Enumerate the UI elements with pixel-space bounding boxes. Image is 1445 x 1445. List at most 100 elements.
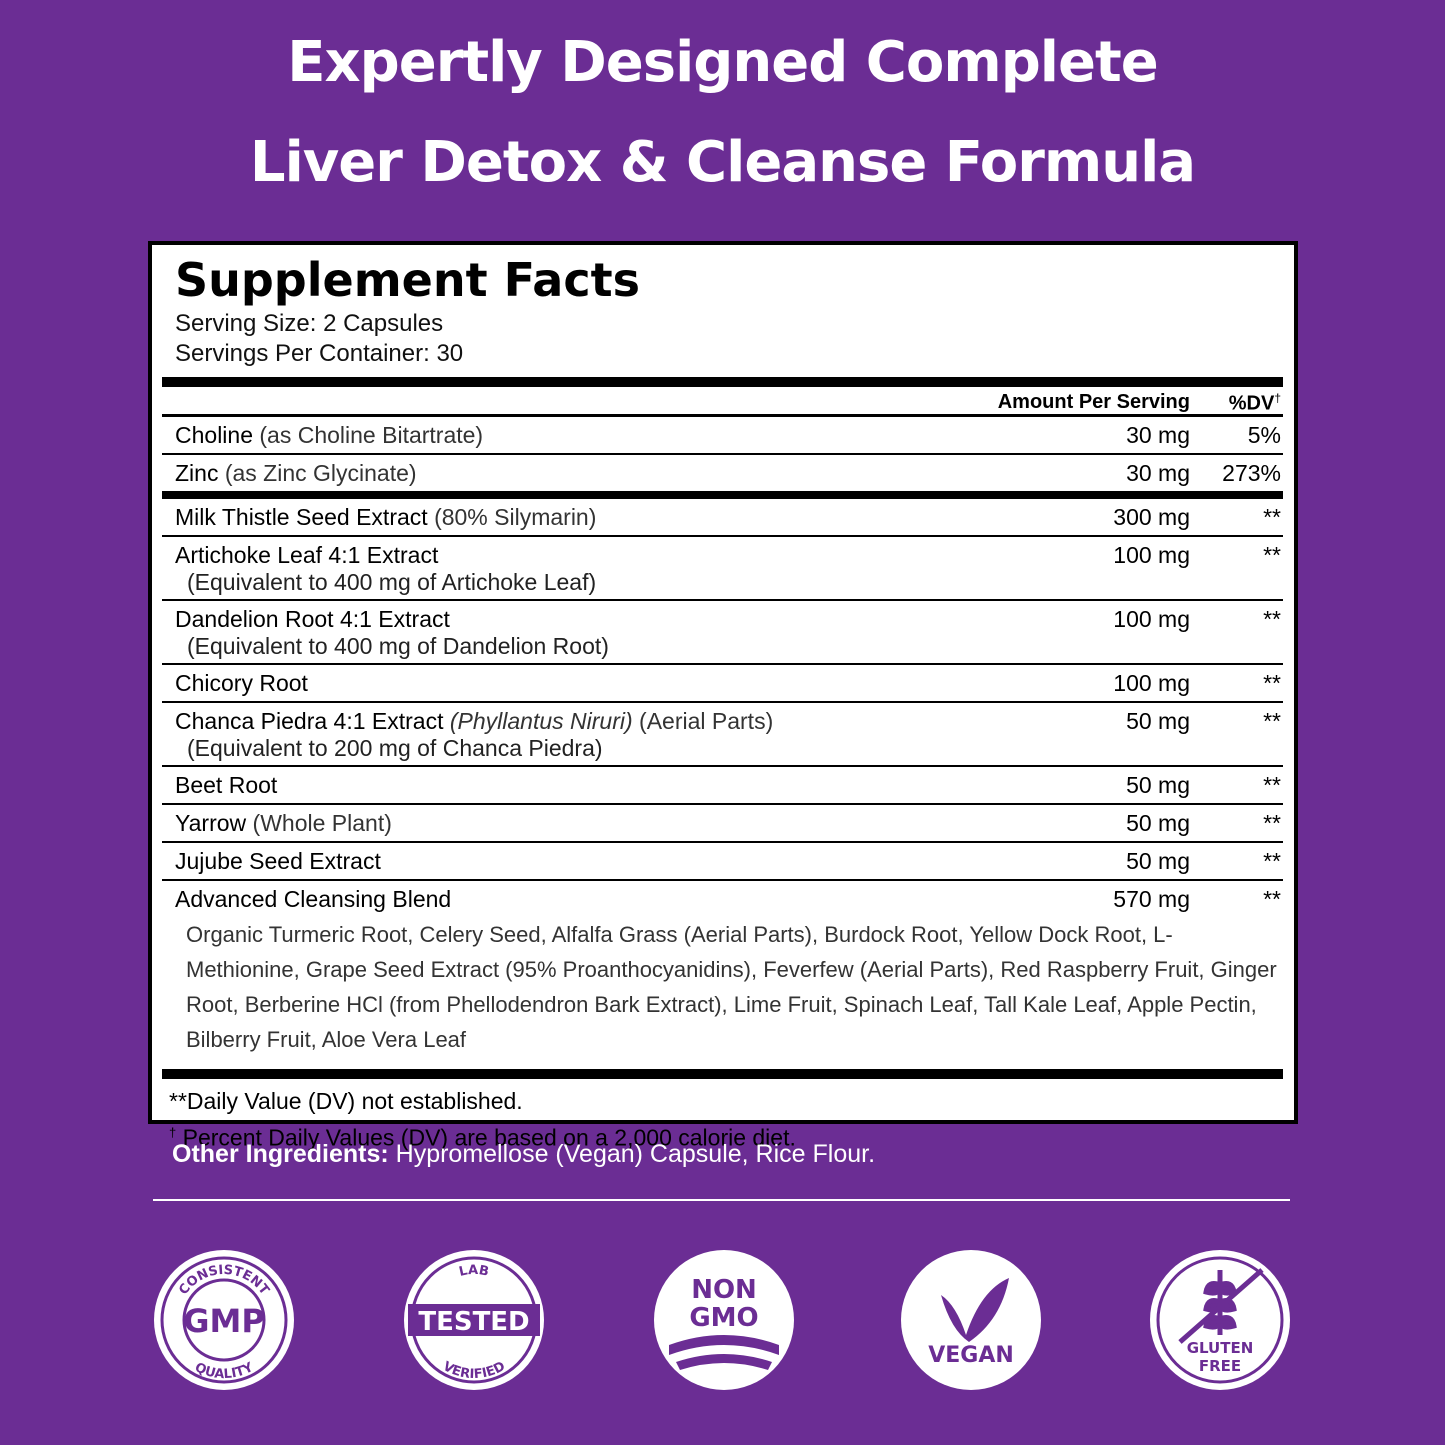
fact-amount: 30 mg <box>1126 422 1190 448</box>
badge-non-gmo: NON GMO <box>654 1250 794 1390</box>
fact-name-line: Dandelion Root 4:1 Extract <box>175 605 1283 633</box>
badge-ring <box>182 1278 266 1362</box>
fact-dv: 273% <box>1222 460 1281 486</box>
fact-dv: ** <box>1263 810 1281 836</box>
footnote-text: Percent Daily Values (DV) are based on a… <box>182 1124 796 1151</box>
fact-qualifier: (Whole Plant) <box>252 810 392 836</box>
fact-row: Zinc (as Zinc Glycinate) 30 mg 273% <box>162 455 1283 499</box>
badge-slash <box>1178 1268 1264 1344</box>
footnote-mark: † <box>169 1125 177 1140</box>
badge-disc <box>654 1250 794 1390</box>
badge-arc-text: QUALITY <box>192 1360 256 1382</box>
badge-line2: FREE <box>1199 1357 1241 1375</box>
fact-qualifier: (Aerial Parts) <box>639 708 774 734</box>
fact-name: Yarrow <box>175 810 247 836</box>
fact-amount: 100 mg <box>1113 542 1190 568</box>
blend-ingredients: Organic Turmeric Root, Celery Seed, Alfa… <box>186 922 1277 1052</box>
facts-panel: Supplement Facts Serving Size: 2 Capsule… <box>148 241 1298 1151</box>
column-header: Amount Per Serving %DV† <box>162 387 1283 417</box>
fact-row: Advanced Cleansing Blend 570 mg ** Organic … <box>162 881 1283 1069</box>
fact-qualifier: (80% Silymarin) <box>434 504 597 530</box>
badge-line1: NON <box>691 1275 757 1305</box>
fact-amount: 300 mg <box>1113 504 1190 530</box>
fact-row: Chanca Piedra 4:1 Extract (Phyllantus Ni… <box>162 703 1283 767</box>
fact-amount: 570 mg <box>1113 886 1190 912</box>
other-label: Other Ingredients: <box>172 1140 389 1168</box>
fact-equivalent: (Equivalent to 400 mg of Artichoke Leaf) <box>187 569 597 595</box>
rule <box>162 377 1283 387</box>
fact-dv: ** <box>1263 504 1281 530</box>
fact-name: Chanca Piedra 4:1 Extract <box>175 708 444 734</box>
fact-dv: ** <box>1263 542 1281 568</box>
fact-name-line: Milk Thistle Seed Extract (80% Silymarin… <box>175 503 1283 531</box>
fact-name-line: Chicory Root <box>175 669 1283 697</box>
other-text: Hypromellose (Vegan) Capsule, Rice Flour… <box>395 1140 876 1168</box>
dv-mark: † <box>1274 391 1281 405</box>
fact-name: Dandelion Root 4:1 Extract <box>175 606 450 632</box>
badge-band <box>408 1304 540 1336</box>
badge-center: GMP <box>183 1302 265 1340</box>
badge-arc-text: VERIFIED <box>440 1359 508 1382</box>
badge-vegan: VEGAN <box>901 1250 1041 1390</box>
badge-line1: GLUTEN <box>1187 1339 1254 1357</box>
fact-amount: 50 mg <box>1126 848 1190 874</box>
fact-row: Chicory Root 100 mg ** <box>162 665 1283 703</box>
badge-line2: GMO <box>689 1303 758 1333</box>
facts-title: Supplement Facts <box>175 253 640 307</box>
badge-gluten: GLUTEN FREE <box>1150 1250 1290 1390</box>
badge-ring <box>1156 1256 1284 1384</box>
badge-swoosh <box>669 1335 779 1355</box>
fact-dv: ** <box>1263 670 1281 696</box>
fact-dv: ** <box>1263 772 1281 798</box>
fact-name: Advanced Cleansing Blend <box>175 886 452 912</box>
fact-name-line: Advanced Cleansing Blend <box>175 885 1283 913</box>
badge-arc-text: LAB <box>458 1263 490 1280</box>
fact-qualifier: (as Zinc Glycinate) <box>224 460 417 486</box>
fact-dv: ** <box>1263 886 1281 912</box>
fact-amount: 50 mg <box>1126 772 1190 798</box>
fact-row: Dandelion Root 4:1 Extract (Equivalent to… <box>162 601 1283 665</box>
fact-row: Beet Root 50 mg ** <box>162 767 1283 805</box>
badge-disc <box>901 1250 1041 1390</box>
fact-name-line: Choline (as Choline Bitartrate) <box>175 421 1283 449</box>
fact-row: Choline (as Choline Bitartrate) 30 mg 5% <box>162 417 1283 455</box>
amount-header: Amount Per Serving <box>997 391 1190 413</box>
fact-row: Artichoke Leaf 4:1 Extract (Equivalent to… <box>162 537 1283 601</box>
serving-size: Serving Size: 2 Capsules <box>175 310 444 337</box>
fact-name-line: Artichoke Leaf 4:1 Extract <box>175 541 1283 569</box>
fact-amount: 50 mg <box>1126 810 1190 836</box>
fact-dv: ** <box>1263 606 1281 632</box>
badge-center: TESTED <box>418 1307 529 1337</box>
headline: Expertly Designed Complete <box>287 30 1158 95</box>
fact-row: Yarrow (Whole Plant) 50 mg ** <box>162 805 1283 843</box>
fact-row: Jujube Seed Extract 50 mg ** <box>162 843 1283 881</box>
badge-ring <box>160 1256 288 1384</box>
fact-name: Choline <box>175 422 253 448</box>
fact-amount: 50 mg <box>1126 708 1190 734</box>
fact-name-line: Zinc (as Zinc Glycinate) <box>175 459 1283 487</box>
fact-amount: 30 mg <box>1126 460 1190 486</box>
fact-name-line: Jujube Seed Extract <box>175 847 1283 875</box>
fact-name-line: Chanca Piedra 4:1 Extract (Phyllantus Ni… <box>175 707 1283 735</box>
fact-name: Zinc <box>175 460 219 486</box>
badge-bottom: VERIFIED <box>440 1359 508 1382</box>
badge-top: LAB <box>458 1263 490 1280</box>
badge-disc <box>154 1250 294 1390</box>
rows: Choline (as Choline Bitartrate) 30 mg 5% Zi… <box>162 417 1283 1069</box>
fact-dv: ** <box>1263 708 1281 734</box>
badge-bottom: QUALITY <box>192 1360 256 1382</box>
fact-name: Milk Thistle Seed Extract <box>175 504 428 530</box>
fact-equivalent: (Equivalent to 400 mg of Dandelion Root) <box>187 633 609 659</box>
fact-dv: ** <box>1263 848 1281 874</box>
badge-leaf <box>941 1278 1009 1342</box>
fact-amount: 100 mg <box>1113 606 1190 632</box>
fact-name: Chicory Root <box>175 670 308 696</box>
servings-per-container: Servings Per Container: 30 <box>175 340 464 367</box>
badge-lab: LAB VERIFIED TESTED <box>404 1250 544 1390</box>
fact-name-line: Yarrow (Whole Plant) <box>175 809 1283 837</box>
dv-header-text: %DV <box>1228 392 1275 415</box>
footnote: **Daily Value (DV) not established. <box>169 1088 523 1114</box>
footnote: † Percent Daily Values (DV) are based on… <box>162 1117 1283 1154</box>
fact-latin: (Phyllantus Niruri) <box>449 708 633 734</box>
